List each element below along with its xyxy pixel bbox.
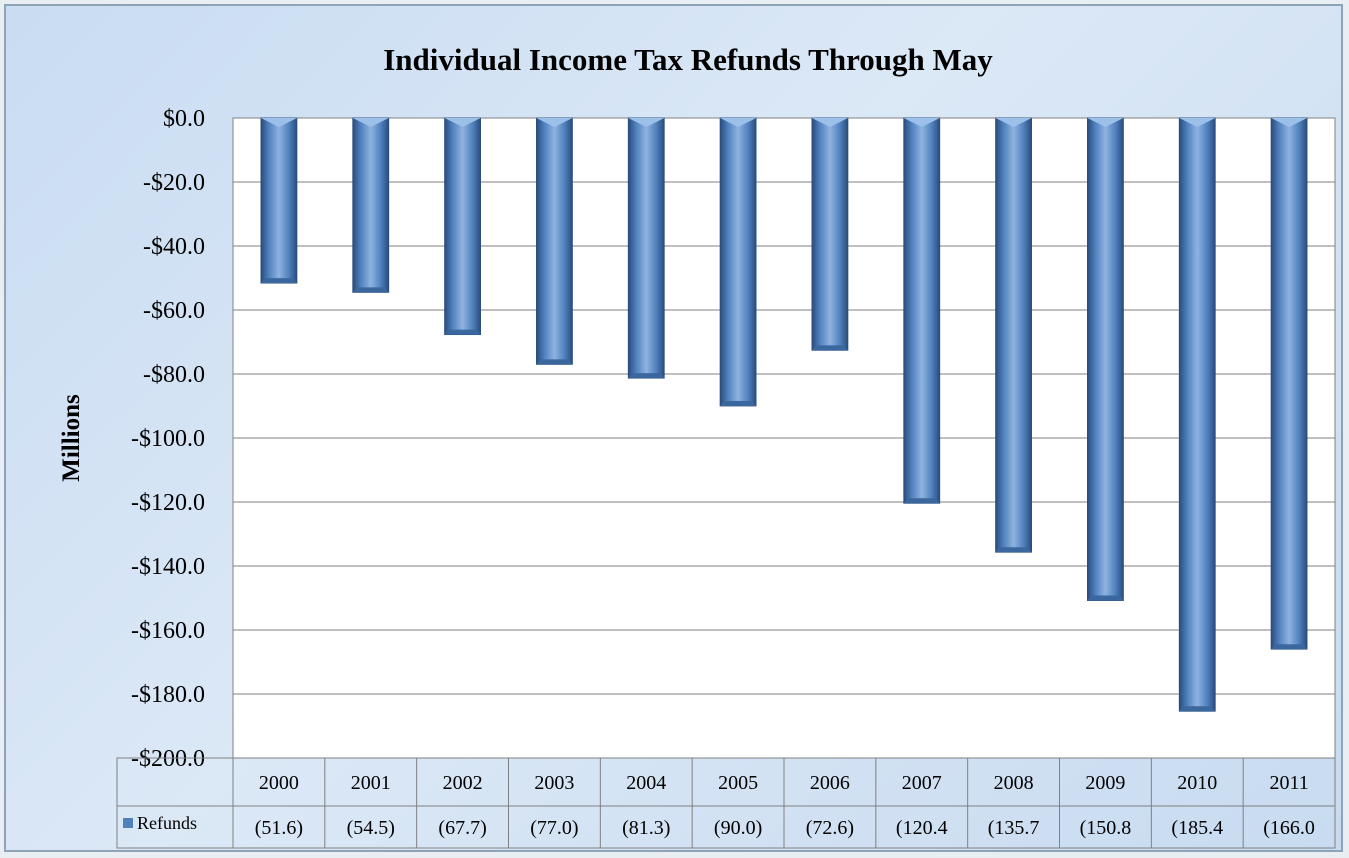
bar-top-bevel [903, 118, 940, 127]
bar [995, 117, 1032, 553]
data-table-value: (185.4 [1171, 817, 1223, 839]
category-label: 2008 [994, 772, 1034, 794]
bar [719, 117, 757, 407]
bar-body [260, 117, 298, 284]
bar-top-bevel [1087, 118, 1124, 127]
y-tick-label: -$100.0 [131, 426, 205, 452]
bar-bottom-bevel [628, 373, 665, 379]
bar-top-bevel [1179, 118, 1216, 127]
y-tick-label: $0.0 [163, 106, 205, 132]
data-table-value: (77.0) [530, 817, 578, 839]
data-table-value: (166.0 [1263, 817, 1315, 839]
legend-label: Refunds [137, 813, 197, 833]
bar-body [536, 117, 573, 365]
bar-bottom-bevel [995, 547, 1032, 553]
bar-body [811, 117, 849, 351]
y-tick-label: -$80.0 [143, 362, 205, 388]
data-table-value: (135.7 [988, 817, 1040, 839]
category-label: 2001 [351, 772, 391, 794]
bar-body [1087, 117, 1124, 601]
bar [1178, 117, 1216, 712]
bar [260, 117, 298, 284]
category-label: 2007 [902, 772, 942, 794]
bar-body [903, 117, 941, 504]
bar [811, 117, 849, 351]
category-label: 2006 [810, 772, 850, 794]
y-tick-label: -$40.0 [143, 234, 205, 260]
bar-bottom-bevel [720, 401, 757, 406]
bar-top-bevel [444, 118, 481, 127]
bar-bottom-bevel [811, 345, 848, 351]
bar-top-bevel [352, 118, 389, 127]
bar-bottom-bevel [1271, 644, 1308, 650]
y-tick-label: -$200.0 [131, 746, 205, 772]
y-tick-label: -$20.0 [143, 170, 205, 196]
data-table-value: (81.3) [622, 817, 670, 839]
bar-body [627, 117, 665, 379]
y-tick-label: -$60.0 [143, 298, 205, 324]
data-table-value: (67.7) [438, 817, 486, 839]
category-label: 2002 [443, 772, 483, 794]
y-tick-label: -$140.0 [131, 554, 205, 580]
data-table-value: (120.4 [896, 817, 948, 839]
bar-top-bevel [260, 118, 297, 127]
bar-body [352, 117, 390, 293]
y-tick-label: -$180.0 [131, 682, 205, 708]
bar [444, 117, 481, 336]
data-table: 2000 2001 2002 2003 2004 2005 2006 2007 2008 2009… [116, 757, 1336, 849]
gridlines [233, 117, 1335, 759]
bar-bottom-bevel [352, 287, 389, 293]
data-table-value: (54.5) [347, 817, 395, 839]
category-label: 2010 [1177, 772, 1217, 794]
bars [260, 117, 1308, 712]
bar [1087, 117, 1124, 601]
bar-bottom-bevel [1179, 706, 1216, 712]
category-label: 2005 [718, 772, 758, 794]
bar [352, 117, 390, 293]
bar-bottom-bevel [260, 278, 297, 284]
category-label: 2003 [534, 772, 574, 794]
y-axis-label: Millions [58, 394, 85, 482]
bar-bottom-bevel [903, 498, 940, 504]
table-border [116, 757, 1336, 849]
bar-top-bevel [720, 118, 757, 127]
bar-body [1270, 117, 1308, 650]
bar-top-bevel [1271, 118, 1308, 127]
bar-bottom-bevel [1087, 595, 1124, 601]
bar-body [444, 117, 481, 336]
bar [903, 117, 941, 504]
bar-body [719, 117, 757, 407]
legend-key [123, 818, 133, 828]
bar-body [995, 117, 1032, 553]
chart-title: Individual Income Tax Refunds Through Ma… [383, 42, 993, 77]
bar-top-bevel [995, 118, 1032, 127]
bar-top-bevel [811, 118, 848, 127]
y-axis-ticks: $0.0 -$20.0 -$40.0 -$60.0 -$80.0 -$100.0 -$120… [131, 106, 205, 772]
bar-body [1178, 117, 1216, 712]
category-label: 2004 [626, 772, 666, 794]
category-label: 2009 [1085, 772, 1125, 794]
bar-top-bevel [536, 118, 573, 127]
y-tick-label: -$120.0 [131, 490, 205, 516]
data-table-value: (90.0) [714, 817, 762, 839]
bar-bottom-bevel [536, 359, 573, 365]
bar-top-bevel [628, 118, 665, 127]
data-table-value: (72.6) [806, 817, 854, 839]
bar [1270, 117, 1308, 650]
y-tick-label: -$160.0 [131, 618, 205, 644]
category-label: 2000 [259, 772, 299, 794]
data-table-value: (51.6) [255, 817, 303, 839]
bar [536, 117, 573, 365]
category-label: 2011 [1269, 772, 1308, 794]
bar-bottom-bevel [444, 329, 481, 335]
data-table-value: (150.8 [1080, 817, 1132, 839]
bar [627, 117, 665, 379]
